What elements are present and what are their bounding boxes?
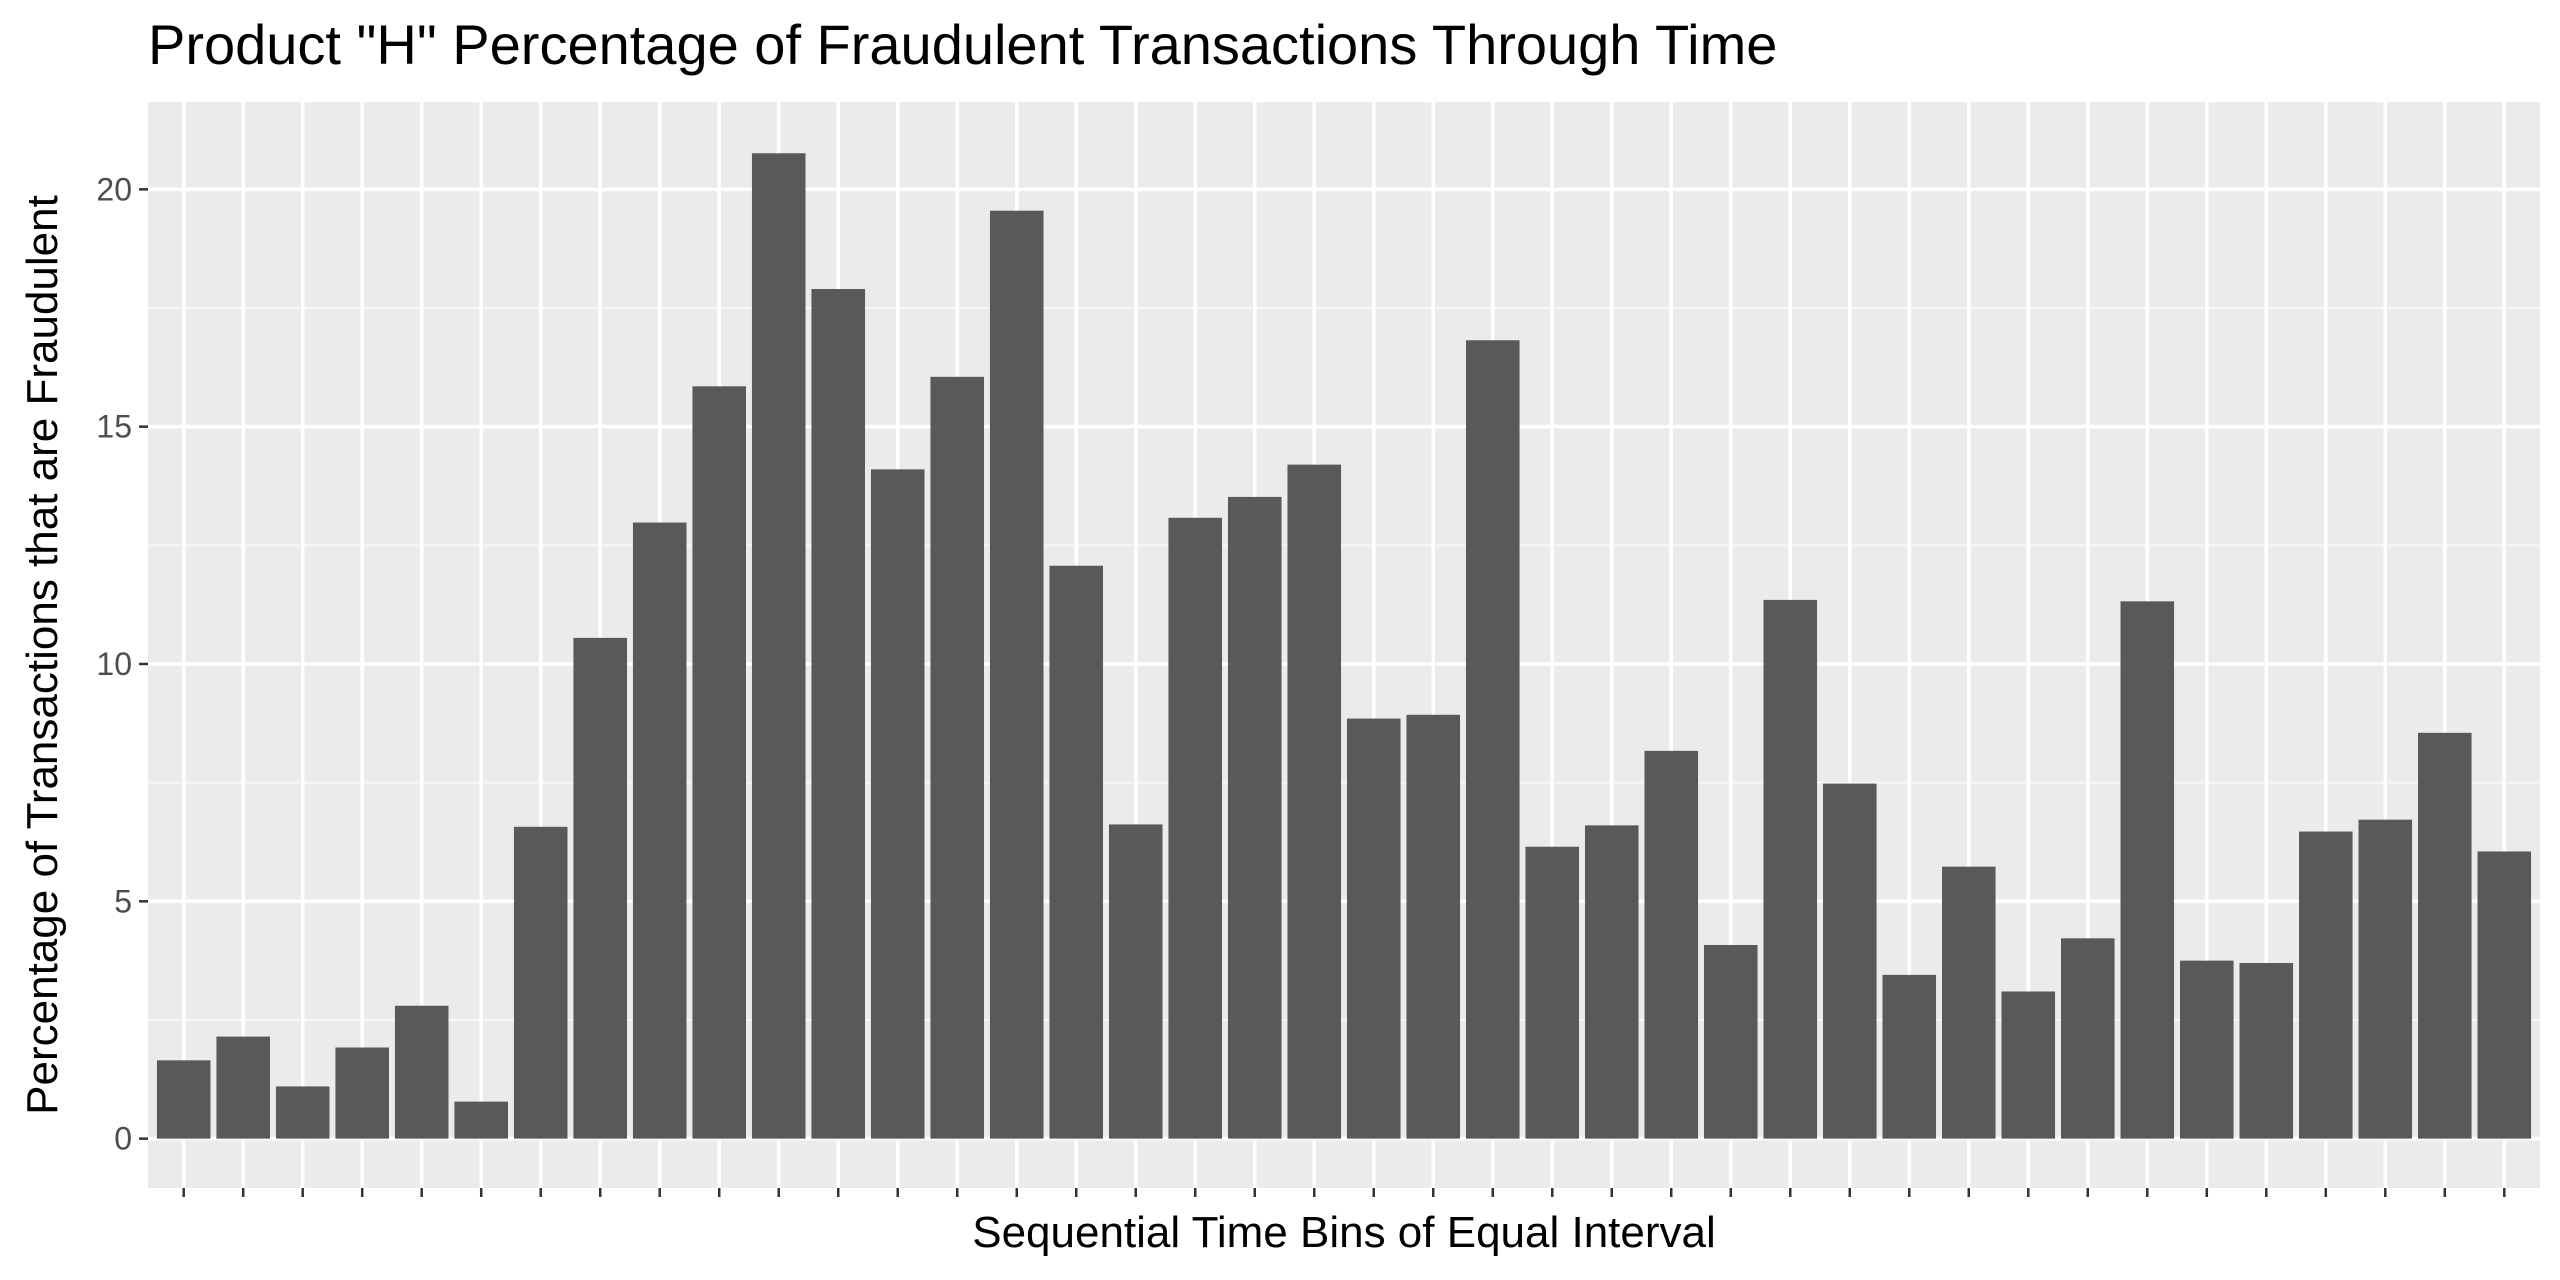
bar <box>930 376 985 1139</box>
bar <box>1525 846 1580 1139</box>
bar <box>2477 851 2532 1139</box>
bar <box>1703 944 1758 1139</box>
bar <box>1644 750 1699 1139</box>
bar <box>870 469 925 1139</box>
bar <box>156 1060 211 1139</box>
bar <box>216 1036 270 1139</box>
x-axis-ticks <box>182 1188 2506 1197</box>
bar <box>275 1086 330 1139</box>
bar <box>2358 819 2413 1139</box>
bar <box>513 826 568 1139</box>
y-tick-label: 10 <box>96 646 132 682</box>
bar <box>573 637 627 1139</box>
bar <box>1822 783 1877 1139</box>
bar <box>1227 496 1282 1139</box>
bar <box>1882 974 1937 1139</box>
bar <box>2299 831 2353 1139</box>
bar <box>1287 464 1342 1139</box>
bar <box>989 210 1044 1139</box>
y-tick-label: 20 <box>96 171 132 207</box>
y-tick-label: 5 <box>114 883 132 919</box>
bars-group <box>156 153 2532 1139</box>
bar <box>2061 938 2115 1139</box>
bar <box>335 1047 389 1139</box>
bar <box>1049 565 1104 1139</box>
bar <box>1465 340 1520 1139</box>
bar <box>2180 960 2234 1139</box>
y-axis-title: Percentage of Transactions that are Frau… <box>18 195 67 1115</box>
bar <box>2239 963 2294 1139</box>
bar <box>751 153 806 1139</box>
bar <box>1108 824 1163 1139</box>
bar <box>454 1101 508 1139</box>
bar <box>632 522 687 1139</box>
bar <box>1168 517 1223 1139</box>
bar <box>1763 599 1818 1139</box>
bar <box>2001 991 2056 1139</box>
bar <box>2120 601 2175 1139</box>
bar <box>394 1005 449 1139</box>
y-tick-label: 0 <box>114 1121 132 1157</box>
chart-title: Product "H" Percentage of Fraudulent Tra… <box>148 13 1778 76</box>
bar <box>1406 714 1461 1139</box>
bar <box>1584 825 1639 1139</box>
bar <box>811 289 866 1139</box>
x-axis-title: Sequential Time Bins of Equal Interval <box>972 1208 1716 1257</box>
bar <box>2418 732 2472 1139</box>
y-axis-ticks: 0 5 10 15 20 <box>96 171 148 1157</box>
y-tick-label: 15 <box>96 409 132 445</box>
bar <box>1942 866 1996 1139</box>
bar <box>692 386 746 1139</box>
bar <box>1346 718 1401 1139</box>
